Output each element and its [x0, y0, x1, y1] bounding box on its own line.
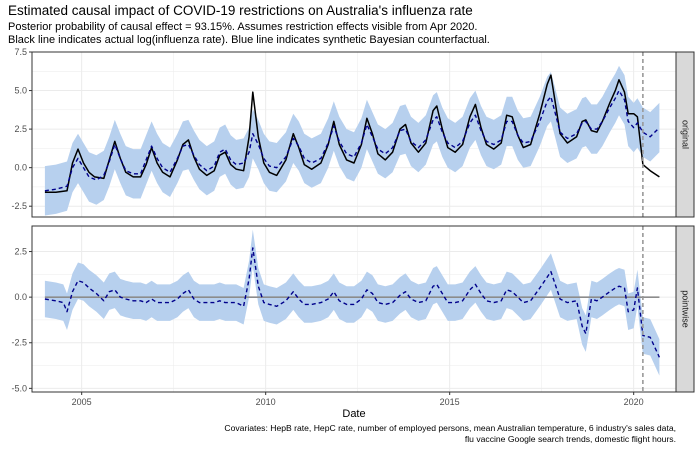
x-tick-label: 2020 [624, 397, 644, 407]
x-tick-label: 2015 [440, 397, 460, 407]
chart-caption-line-1: Covariates: HepB rate, HepC rate, number… [224, 423, 676, 433]
y-tick-label: 0.0 [14, 163, 27, 173]
facet-strip-label-original: original [681, 120, 691, 149]
chart-subtitle-line-2: Black line indicates actual log(influenz… [8, 34, 490, 46]
y-tick-label: 2.5 [14, 124, 27, 134]
chart-title: Estimated causal impact of COVID-19 rest… [8, 3, 473, 18]
counterfactual-line-pointwise [44, 247, 661, 358]
credible-interval-ribbon-original [44, 65, 660, 216]
actual-influenza-line [44, 74, 660, 194]
facet-strip-label-pointwise: pointwise [681, 290, 691, 328]
facet-strip-pointwise [675, 225, 695, 393]
x-axis-title: Date [342, 408, 365, 420]
y-tick-label: 5.0 [14, 86, 27, 96]
facet-strip-original [675, 51, 695, 218]
y-tick-label: -5.0 [11, 383, 27, 393]
x-tick-label: 2005 [72, 397, 92, 407]
chart-subtitle-line-1: Posterior probability of causal effect =… [8, 21, 478, 33]
y-tick-label: 2.5 [14, 247, 27, 257]
counterfactual-line-original [44, 89, 660, 192]
y-tick-label: 0.0 [14, 292, 27, 302]
y-tick-label: 7.5 [14, 47, 27, 57]
chart-caption-line-2: flu vaccine Google search trends, domest… [464, 434, 676, 444]
y-tick-label: -2.5 [11, 338, 27, 348]
x-tick-label: 2010 [256, 397, 276, 407]
credible-interval-ribbon-pointwise [44, 229, 660, 376]
y-tick-label: -2.5 [11, 201, 27, 211]
